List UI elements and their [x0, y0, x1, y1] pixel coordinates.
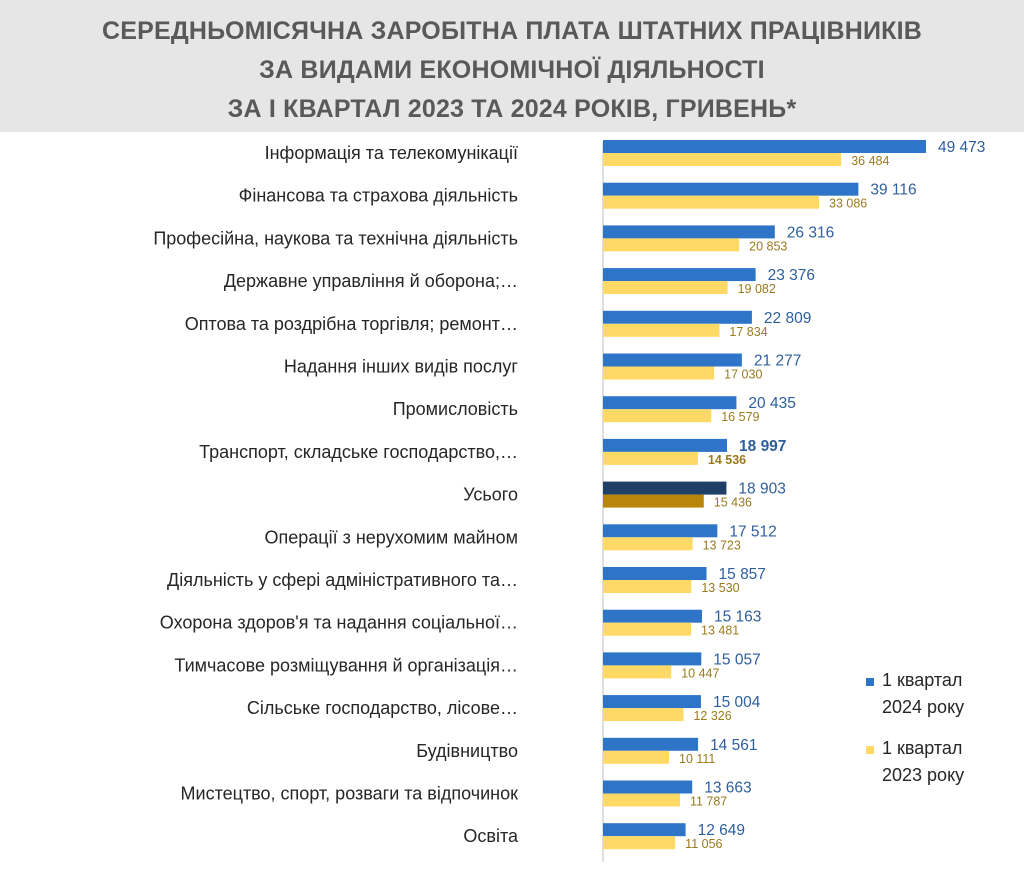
value-label-2024: 12 649 [698, 822, 745, 839]
value-label-2024: 15 004 [713, 694, 761, 711]
value-label-2023: 15 436 [714, 496, 752, 510]
category-label: Транспорт, складське господарство,… [199, 442, 518, 462]
value-label-2023: 17 834 [729, 325, 767, 339]
bar-chart: Інформація та телекомунікації 49 473 36 48… [153, 139, 985, 862]
legend-swatch [866, 678, 874, 686]
bar-2024 [603, 823, 686, 837]
value-label-2023: 14 536 [708, 453, 746, 467]
bar-2023 [603, 451, 698, 465]
chart-title-line-1: СЕРЕДНЬОМІСЯЧНА ЗАРОБІТНА ПЛАТА ШТАТНИХ … [102, 17, 922, 45]
legend-label: 1 квартал [882, 738, 962, 758]
chart-title-line-3: ЗА І КВАРТАЛ 2023 ТА 2024 РОКІВ, ГРИВЕНЬ… [227, 95, 797, 123]
category-label: Усього [463, 485, 518, 505]
bar-2024 [603, 225, 775, 239]
chart-title-line-2: ЗА ВИДАМИ ЕКОНОМІЧНОЇ ДІЯЛЬНОСТІ [259, 56, 765, 84]
category-label: Інформація та телекомунікації [265, 143, 518, 163]
bar-2024 [603, 310, 752, 324]
title-band: СЕРЕДНЬОМІСЯЧНА ЗАРОБІТНА ПЛАТА ШТАТНИХ … [0, 0, 1024, 132]
value-label-2023: 13 481 [701, 624, 739, 638]
value-label-2023: 12 326 [693, 709, 731, 723]
value-label-2024: 18 903 [738, 481, 785, 498]
bar-2023 [603, 323, 720, 337]
bar-2023 [603, 366, 715, 380]
value-label-2024: 23 376 [768, 267, 815, 284]
legend-label: 1 квартал [882, 670, 962, 690]
bar-2024 [603, 695, 701, 709]
value-label-2023: 16 579 [721, 410, 759, 424]
bar-2024 [603, 182, 859, 196]
category-label: Охорона здоров'я та надання соціальної… [160, 613, 518, 633]
bar-2023 [603, 750, 670, 764]
bar-2023 [603, 622, 692, 636]
value-label-2024: 15 057 [713, 651, 760, 668]
bar-2024 [603, 609, 702, 623]
legend-label: 2024 року [882, 697, 964, 717]
bar-2024 [603, 567, 707, 580]
bar-2024 [603, 140, 926, 153]
bar-2024 [603, 481, 727, 495]
value-label-2023: 20 853 [749, 239, 787, 253]
category-label: Промисловість [393, 399, 518, 419]
bar-2024 [603, 780, 693, 794]
bar-2024 [603, 524, 718, 538]
category-label: Оптова та роздрібна торгівля; ремонт… [185, 314, 518, 334]
value-label-2024: 18 997 [739, 438, 786, 455]
category-label: Освіта [463, 826, 519, 846]
value-label-2023: 13 530 [701, 581, 739, 595]
value-label-2024: 21 277 [754, 353, 801, 370]
bar-2023 [603, 153, 842, 166]
value-label-2024: 17 512 [729, 523, 776, 540]
value-label-2023: 11 056 [685, 837, 722, 851]
bar-2024 [603, 737, 699, 751]
value-label-2024: 22 809 [764, 310, 811, 327]
bar-2023 [603, 195, 820, 209]
value-label-2023: 33 086 [829, 197, 867, 211]
value-label-2024: 15 163 [714, 609, 761, 626]
value-label-2023: 13 723 [703, 538, 741, 552]
legend-label: 2023 року [882, 765, 964, 785]
category-label: Операції з нерухомим майном [265, 527, 519, 547]
bar-2023 [603, 580, 692, 593]
value-label-2023: 10 447 [681, 666, 719, 680]
value-label-2023: 11 787 [690, 795, 727, 809]
value-label-2023: 10 111 [679, 752, 715, 766]
bar-2023 [603, 836, 676, 850]
bar-2023 [603, 494, 704, 508]
value-label-2024: 49 473 [938, 139, 985, 156]
value-label-2024: 14 561 [710, 737, 757, 754]
category-label: Сільське господарство, лісове… [247, 698, 518, 718]
bar-2024 [603, 396, 737, 410]
bar-2023 [603, 537, 693, 551]
category-label: Діяльність у сфері адміністративного та… [167, 570, 518, 590]
value-label-2023: 19 082 [738, 282, 776, 296]
bar-2023 [603, 409, 712, 423]
bar-2024 [603, 268, 756, 282]
bar-2024 [603, 652, 702, 666]
value-label-2024: 39 116 [870, 182, 916, 199]
bar-2023 [603, 238, 740, 252]
category-label: Тимчасове розміщування й організація… [174, 655, 518, 675]
category-label: Професійна, наукова та технічна діяльніс… [153, 228, 518, 248]
value-label-2023: 36 484 [851, 154, 889, 168]
value-label-2024: 13 663 [704, 780, 751, 797]
legend-swatch [866, 746, 874, 754]
category-label: Надання інших видів послуг [284, 357, 519, 377]
bar-2023 [603, 793, 680, 807]
category-label: Будівництво [416, 741, 518, 761]
value-label-2023: 17 030 [724, 368, 762, 382]
category-label: Державне управління й оборона;… [224, 271, 518, 291]
value-label-2024: 26 316 [787, 224, 834, 241]
bar-2024 [603, 353, 742, 367]
value-label-2024: 20 435 [748, 395, 795, 412]
bar-2023 [603, 665, 672, 679]
category-label: Мистецтво, спорт, розваги та відпочинок [181, 784, 519, 804]
category-label: Фінансова та страхова діяльність [239, 186, 518, 206]
value-label-2024: 15 857 [719, 566, 766, 583]
bar-2024 [603, 438, 728, 452]
bar-2023 [603, 281, 728, 295]
bar-2023 [603, 708, 684, 722]
